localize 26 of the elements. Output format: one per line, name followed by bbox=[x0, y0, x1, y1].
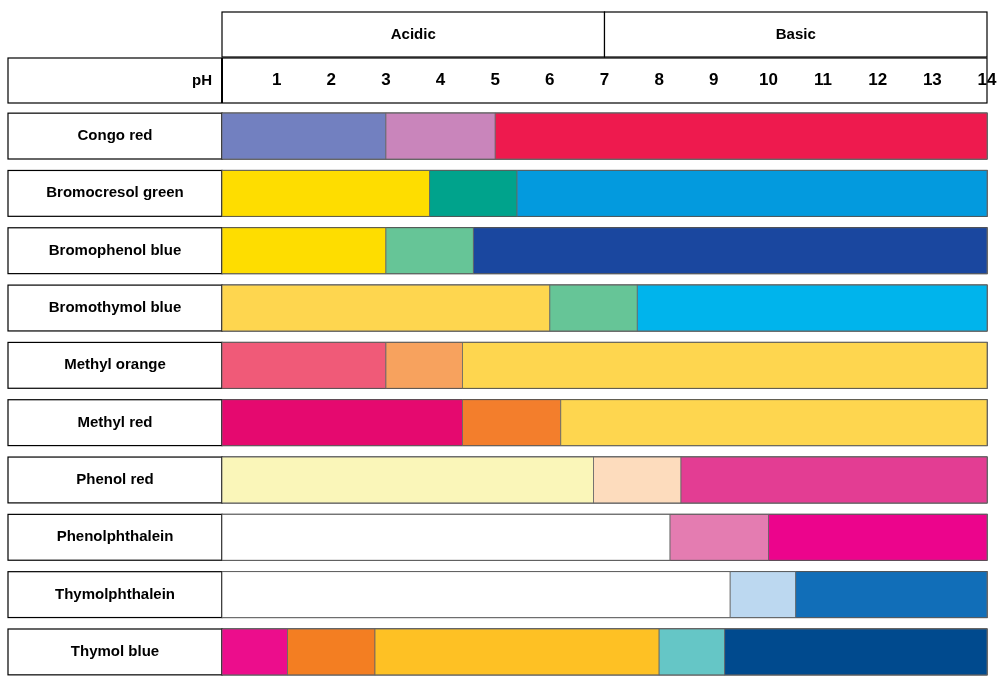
x-tick-label: 6 bbox=[545, 70, 555, 90]
y-tick-label: Phenol red bbox=[76, 469, 154, 487]
x-tick-label: 5 bbox=[490, 70, 500, 90]
x-tick-label: 11 bbox=[814, 70, 833, 90]
y-tick-label: Bromothymol blue bbox=[48, 297, 182, 315]
x-tick-label: 9 bbox=[709, 70, 719, 90]
y-tick-label: Bromocresol green bbox=[46, 183, 184, 201]
y-tick-label: Thymolphthalein bbox=[55, 584, 175, 602]
x-tick-label: 8 bbox=[654, 70, 664, 90]
text: Acidic bbox=[390, 24, 436, 42]
x-tick-label: 10 bbox=[758, 70, 778, 90]
x-tick-label: 2 bbox=[326, 70, 337, 90]
x-tick-label: 1 bbox=[271, 70, 282, 90]
y-tick-label: Thymol blue bbox=[70, 641, 160, 659]
x-tick-label: 4 bbox=[435, 70, 446, 90]
x-tick-label: 13 bbox=[922, 70, 942, 90]
y-tick-label: Phenolphthalein bbox=[56, 527, 174, 545]
y-tick-label: Bromophenol blue bbox=[48, 240, 182, 258]
x-tick-label: 12 bbox=[868, 70, 888, 90]
x-axis-title: pH bbox=[192, 70, 212, 88]
y-tick-label: Congo red bbox=[77, 126, 153, 144]
x-tick-label: 3 bbox=[381, 70, 391, 90]
x-tick-label: 7 bbox=[599, 70, 610, 90]
y-tick-label: Methyl red bbox=[77, 412, 153, 430]
text: Basic bbox=[775, 24, 816, 42]
y-tick-label: Methyl orange bbox=[64, 355, 166, 373]
